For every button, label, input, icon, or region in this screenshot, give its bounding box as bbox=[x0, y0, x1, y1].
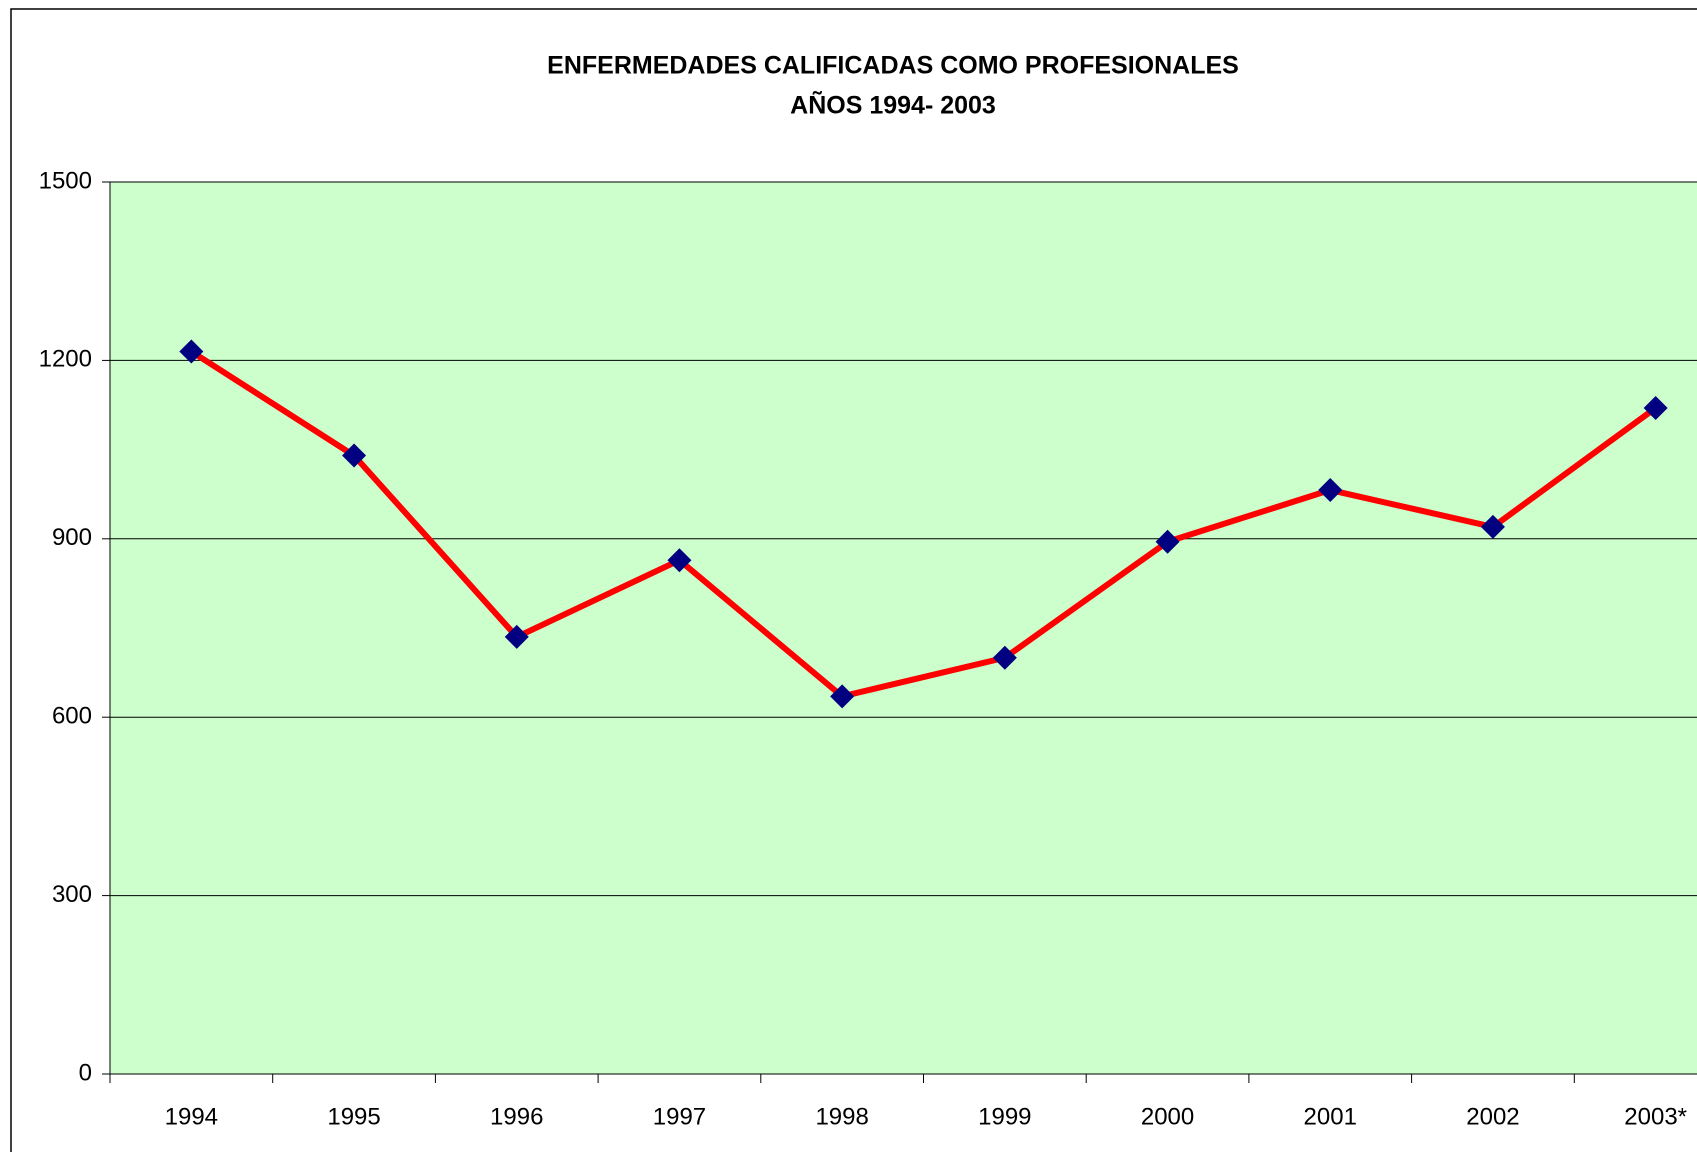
data-point bbox=[179, 339, 204, 364]
y-tick-label: 600 bbox=[52, 703, 92, 730]
chart-title: ENFERMEDADES CALIFICADAS COMO PROFESIONA… bbox=[547, 52, 1239, 80]
chart-subtitle: AÑOS 1994- 2003 bbox=[790, 90, 996, 120]
data-point bbox=[1318, 478, 1343, 503]
x-tick-label: 1995 bbox=[327, 1103, 380, 1130]
y-tick-label: 900 bbox=[52, 524, 92, 551]
x-tick-label: 1997 bbox=[653, 1103, 706, 1130]
data-point bbox=[504, 624, 529, 649]
data-line bbox=[189, 348, 1658, 700]
y-tick-label: 0 bbox=[79, 1059, 92, 1086]
data-point bbox=[1155, 529, 1180, 554]
y-tick-label: 300 bbox=[52, 881, 92, 908]
x-tick-label: 1994 bbox=[165, 1103, 218, 1130]
x-tick-label: 1998 bbox=[815, 1103, 868, 1130]
x-tick-label: 2000 bbox=[1141, 1103, 1194, 1130]
y-tick-label: 1200 bbox=[39, 346, 92, 373]
x-tick-label: 1999 bbox=[978, 1103, 1031, 1130]
x-tick-label: 2001 bbox=[1304, 1103, 1357, 1130]
x-tick-label: 2002 bbox=[1466, 1103, 1519, 1130]
data-point bbox=[830, 684, 855, 709]
plot-area bbox=[109, 181, 1697, 1075]
data-point bbox=[992, 645, 1017, 670]
data-point bbox=[1643, 395, 1668, 420]
x-tick-label: 2003* bbox=[1624, 1103, 1687, 1130]
data-point bbox=[342, 443, 367, 468]
y-tick-label: 1500 bbox=[39, 167, 92, 194]
data-point bbox=[1480, 514, 1505, 539]
x-tick-label: 1996 bbox=[490, 1103, 543, 1130]
data-point bbox=[667, 548, 692, 573]
